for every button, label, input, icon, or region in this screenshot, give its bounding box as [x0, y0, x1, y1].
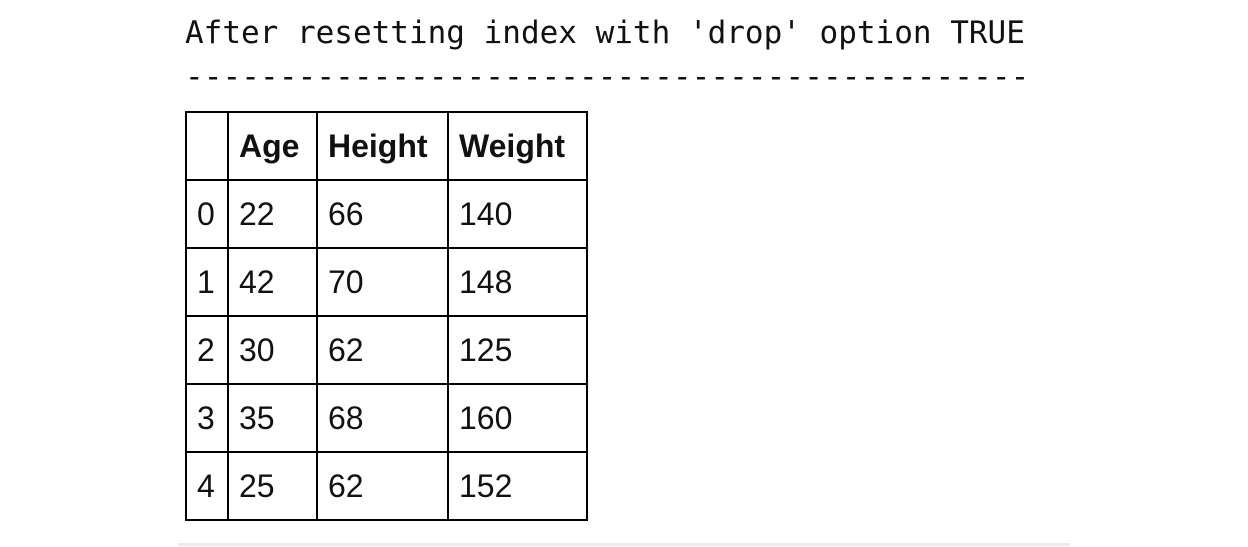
weight-cell: 140 — [447, 179, 588, 249]
weight-cell: 160 — [447, 383, 588, 453]
weight-cell: 152 — [447, 451, 588, 521]
height-cell: 62 — [316, 315, 449, 385]
column-header-age: Age — [227, 111, 318, 181]
table-body: 0 22 66 140 1 42 70 148 2 30 62 125 3 35… — [185, 179, 588, 521]
table-row: 0 22 66 140 — [185, 179, 588, 249]
height-cell: 70 — [316, 247, 449, 317]
age-cell: 25 — [227, 451, 318, 521]
row-index-cell: 4 — [185, 451, 229, 521]
table-header: Age Height Weight — [185, 111, 588, 181]
age-cell: 22 — [227, 179, 318, 249]
row-index-cell: 1 — [185, 247, 229, 317]
age-cell: 42 — [227, 247, 318, 317]
height-cell: 68 — [316, 383, 449, 453]
weight-cell: 125 — [447, 315, 588, 385]
height-cell: 62 — [316, 451, 449, 521]
row-index-cell: 0 — [185, 179, 229, 249]
bottom-divider — [178, 543, 1070, 546]
dataframe-table: Age Height Weight 0 22 66 140 1 42 70 14… — [185, 111, 588, 521]
row-index-cell: 2 — [185, 315, 229, 385]
table-row: 1 42 70 148 — [185, 247, 588, 317]
row-index-cell: 3 — [185, 383, 229, 453]
output-title: After resetting index with 'drop' option… — [185, 15, 1025, 51]
table-row: 2 30 62 125 — [185, 315, 588, 385]
header-row: Age Height Weight — [185, 111, 588, 181]
column-header-height: Height — [316, 111, 449, 181]
age-cell: 30 — [227, 315, 318, 385]
column-header-weight: Weight — [447, 111, 588, 181]
table-row: 3 35 68 160 — [185, 383, 588, 453]
index-header-cell — [185, 111, 229, 181]
age-cell: 35 — [227, 383, 318, 453]
console-output: After resetting index with 'drop' option… — [178, 0, 1070, 547]
separator-line: ----------------------------------------… — [185, 59, 1030, 95]
height-cell: 66 — [316, 179, 449, 249]
weight-cell: 148 — [447, 247, 588, 317]
table-row: 4 25 62 152 — [185, 451, 588, 521]
